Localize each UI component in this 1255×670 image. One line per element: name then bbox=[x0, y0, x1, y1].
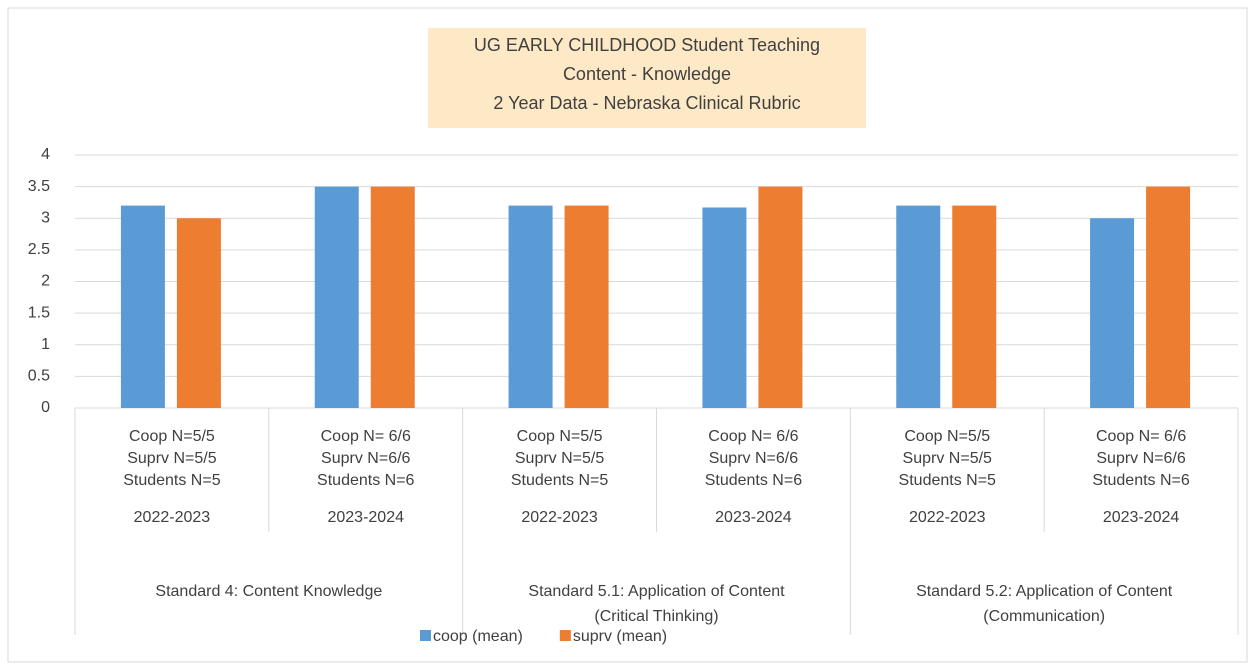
chart-title: UG EARLY CHILDHOOD Student Teaching bbox=[474, 35, 820, 55]
x-tick-label: Suprv N=5/5 bbox=[903, 450, 992, 467]
x-tick-label: Students N=5 bbox=[511, 472, 609, 489]
y-tick-label: 4 bbox=[41, 146, 50, 163]
x-year-label: 2022-2023 bbox=[134, 509, 211, 526]
legend-label: suprv (mean) bbox=[573, 628, 667, 645]
x-tick-label: Coop N= 6/6 bbox=[1096, 428, 1186, 445]
x-tick-label: Coop N=5/5 bbox=[517, 428, 603, 445]
x-group-label: (Communication) bbox=[983, 608, 1105, 625]
bar bbox=[508, 205, 553, 408]
x-tick-label: Suprv N=6/6 bbox=[321, 450, 410, 467]
x-group-label: Standard 4: Content Knowledge bbox=[155, 583, 382, 600]
bar bbox=[370, 186, 415, 408]
bar bbox=[1090, 218, 1135, 408]
x-group-label: (Critical Thinking) bbox=[594, 608, 718, 625]
y-tick-label: 1.5 bbox=[28, 304, 50, 321]
y-tick-label: 2.5 bbox=[28, 241, 50, 258]
y-tick-label: 1 bbox=[41, 336, 50, 353]
bar bbox=[702, 207, 747, 408]
y-tick-label: 2 bbox=[41, 273, 50, 290]
legend-swatch bbox=[420, 630, 431, 641]
legend-swatch bbox=[559, 630, 571, 641]
bar bbox=[120, 205, 165, 408]
x-year-label: 2022-2023 bbox=[909, 509, 986, 526]
y-tick-label: 0.5 bbox=[28, 368, 50, 385]
x-tick-label: Coop N=5/5 bbox=[904, 428, 990, 445]
x-tick-label: Students N=6 bbox=[1092, 472, 1190, 489]
x-group-label: Standard 5.2: Application of Content bbox=[916, 583, 1173, 600]
y-tick-label: 3 bbox=[41, 209, 50, 226]
x-group-label: Standard 5.1: Application of Content bbox=[528, 583, 785, 600]
x-year-label: 2023-2024 bbox=[715, 509, 792, 526]
x-tick-label: Students N=6 bbox=[705, 472, 803, 489]
x-tick-label: Coop N= 6/6 bbox=[708, 428, 798, 445]
bar bbox=[564, 205, 609, 408]
bar bbox=[314, 186, 359, 408]
chart-title: 2 Year Data - Nebraska Clinical Rubric bbox=[493, 93, 800, 113]
x-tick-label: Students N=5 bbox=[899, 472, 997, 489]
x-tick-label: Students N=6 bbox=[317, 472, 415, 489]
x-tick-label: Students N=5 bbox=[123, 472, 221, 489]
bar bbox=[758, 186, 803, 408]
x-year-label: 2023-2024 bbox=[327, 509, 404, 526]
chart-title: Content - Knowledge bbox=[563, 64, 731, 84]
x-year-label: 2022-2023 bbox=[521, 509, 598, 526]
bar bbox=[952, 205, 997, 408]
x-tick-label: Suprv N=6/6 bbox=[1096, 450, 1185, 467]
x-tick-label: Coop N=5/5 bbox=[129, 428, 215, 445]
x-year-label: 2023-2024 bbox=[1103, 509, 1180, 526]
x-tick-label: Suprv N=5/5 bbox=[515, 450, 604, 467]
y-tick-label: 0 bbox=[41, 399, 50, 416]
bar bbox=[176, 218, 221, 408]
x-tick-label: Suprv N=6/6 bbox=[709, 450, 798, 467]
x-tick-label: Suprv N=5/5 bbox=[127, 450, 216, 467]
title-box bbox=[428, 28, 866, 128]
y-tick-label: 3.5 bbox=[28, 178, 50, 195]
bar bbox=[1146, 186, 1191, 408]
x-tick-label: Coop N= 6/6 bbox=[321, 428, 411, 445]
bar bbox=[896, 205, 941, 408]
legend-label: coop (mean) bbox=[433, 628, 523, 645]
